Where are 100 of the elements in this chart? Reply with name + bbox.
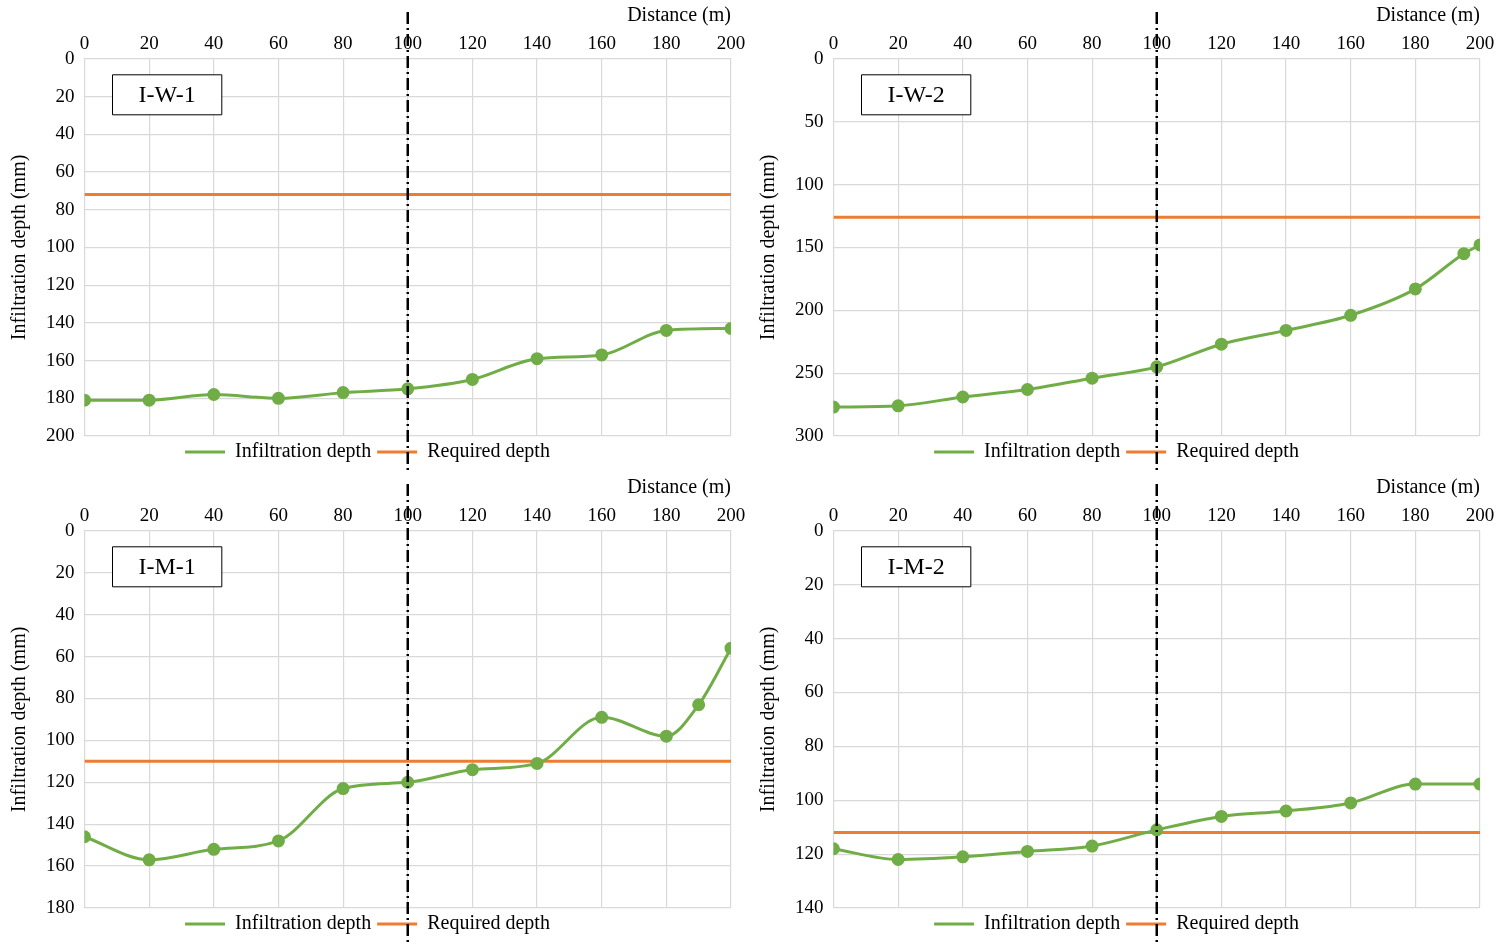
y-tick-label: 100 (46, 235, 75, 257)
y-axis-title: Infiltration depth (mm) (756, 154, 780, 341)
x-tick-label: 0 (828, 32, 839, 54)
x-axis-title: Distance (m) (1376, 3, 1480, 27)
y-tick-label: 0 (814, 518, 824, 540)
x-tick-label: 80 (1082, 504, 1102, 526)
y-tick-label: 200 (795, 298, 824, 320)
x-tick-label: 60 (268, 32, 288, 54)
y-tick-label: 140 (795, 895, 824, 917)
y-axis-title: Infiltration depth (mm) (7, 626, 31, 813)
x-tick-label: 0 (79, 504, 90, 526)
x-tick-label: 100 (393, 504, 422, 526)
x-axis-title: Distance (m) (627, 3, 731, 27)
y-tick-label: 300 (795, 423, 824, 445)
x-tick-label: 140 (522, 32, 552, 54)
legend-label: Required depth (1176, 911, 1299, 935)
x-tick-label: 180 (1401, 504, 1430, 526)
x-tick-label: 20 (888, 504, 908, 526)
y-tick-label: 40 (55, 122, 75, 144)
y-tick-label: 180 (46, 386, 75, 408)
x-tick-label: 20 (139, 504, 159, 526)
x-tick-label: 200 (716, 32, 746, 54)
x-tick-label: 60 (1017, 32, 1037, 54)
y-tick-label: 120 (46, 273, 75, 295)
x-tick-label: 180 (652, 504, 681, 526)
x-tick-label: 140 (1271, 32, 1301, 54)
legend-label: Infiltration depth (984, 911, 1121, 935)
y-tick-label: 40 (804, 626, 824, 648)
x-tick-label: 40 (204, 504, 224, 526)
x-tick-label: 20 (888, 32, 908, 54)
x-tick-label: 60 (1017, 504, 1037, 526)
x-tick-label: 40 (204, 32, 224, 54)
x-tick-label: 120 (1207, 32, 1236, 54)
x-tick-label: 100 (393, 32, 422, 54)
x-tick-label: 40 (953, 504, 973, 526)
x-tick-label: 120 (458, 504, 487, 526)
y-tick-label: 0 (65, 518, 75, 540)
x-tick-label: 200 (1465, 504, 1495, 526)
x-tick-label: 0 (828, 504, 839, 526)
y-tick-label: 120 (795, 842, 824, 864)
y-tick-label: 160 (46, 348, 75, 370)
y-tick-label: 120 (46, 770, 75, 792)
y-tick-label: 250 (795, 361, 824, 383)
x-tick-label: 160 (1336, 504, 1365, 526)
x-tick-label: 200 (1465, 32, 1495, 54)
x-tick-label: 100 (1142, 32, 1171, 54)
y-tick-label: 60 (55, 644, 75, 666)
y-axis-title: Infiltration depth (mm) (756, 626, 780, 813)
x-tick-label: 140 (1271, 504, 1301, 526)
legend-label: Infiltration depth (984, 439, 1121, 463)
x-tick-label: 100 (1142, 504, 1171, 526)
y-axis-title: Infiltration depth (mm) (7, 154, 31, 341)
x-tick-label: 20 (139, 32, 159, 54)
x-tick-label: 120 (458, 32, 487, 54)
x-tick-label: 40 (953, 32, 973, 54)
y-tick-label: 140 (46, 812, 75, 834)
x-axis-title: Distance (m) (1376, 475, 1480, 499)
text: I-M-2 (887, 553, 945, 580)
y-tick-label: 50 (804, 109, 824, 131)
x-tick-label: 120 (1207, 504, 1236, 526)
y-tick-label: 100 (795, 172, 824, 194)
x-tick-label: 180 (652, 32, 681, 54)
y-tick-label: 80 (55, 197, 75, 219)
y-tick-label: 100 (795, 788, 824, 810)
legend-label: Required depth (427, 439, 550, 463)
y-tick-label: 0 (814, 46, 824, 68)
y-tick-label: 20 (804, 572, 824, 594)
x-tick-label: 160 (587, 32, 616, 54)
x-tick-label: 0 (79, 32, 90, 54)
y-tick-label: 20 (55, 84, 75, 106)
y-tick-label: 150 (795, 235, 824, 257)
x-tick-label: 60 (268, 504, 288, 526)
y-tick-label: 80 (55, 686, 75, 708)
y-tick-label: 20 (55, 560, 75, 582)
y-tick-label: 100 (46, 728, 75, 750)
y-tick-label: 180 (46, 895, 75, 917)
x-tick-label: 140 (522, 504, 552, 526)
x-tick-label: 80 (1082, 32, 1102, 54)
x-tick-label: 180 (1401, 32, 1430, 54)
text: I-W-1 (138, 81, 196, 108)
text: I-M-1 (138, 553, 196, 580)
y-tick-label: 160 (46, 854, 75, 876)
legend-label: Required depth (427, 911, 550, 935)
x-tick-label: 200 (716, 504, 746, 526)
y-tick-label: 60 (55, 159, 75, 181)
text: I-W-2 (887, 81, 945, 108)
legend-label: Infiltration depth (235, 439, 372, 463)
legend-label: Infiltration depth (235, 911, 372, 935)
y-tick-label: 0 (65, 46, 75, 68)
y-tick-label: 80 (804, 734, 824, 756)
x-tick-label: 160 (1336, 32, 1365, 54)
x-axis-title: Distance (m) (627, 475, 731, 499)
x-tick-label: 80 (333, 32, 353, 54)
x-tick-label: 80 (333, 504, 353, 526)
y-tick-label: 140 (46, 310, 75, 332)
y-tick-label: 60 (804, 680, 824, 702)
x-tick-label: 160 (587, 504, 616, 526)
y-tick-label: 40 (55, 602, 75, 624)
legend-label: Required depth (1176, 439, 1299, 463)
y-tick-label: 200 (46, 423, 75, 445)
